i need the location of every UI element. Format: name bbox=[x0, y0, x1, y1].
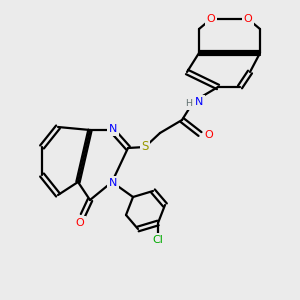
Text: N: N bbox=[109, 178, 117, 188]
Text: O: O bbox=[76, 218, 84, 228]
Text: N: N bbox=[109, 124, 117, 134]
Text: Cl: Cl bbox=[153, 235, 164, 245]
Text: N: N bbox=[195, 97, 203, 107]
Text: O: O bbox=[244, 14, 252, 24]
Text: O: O bbox=[207, 14, 215, 24]
Text: H: H bbox=[185, 100, 193, 109]
Text: S: S bbox=[141, 140, 149, 154]
Text: O: O bbox=[205, 130, 213, 140]
